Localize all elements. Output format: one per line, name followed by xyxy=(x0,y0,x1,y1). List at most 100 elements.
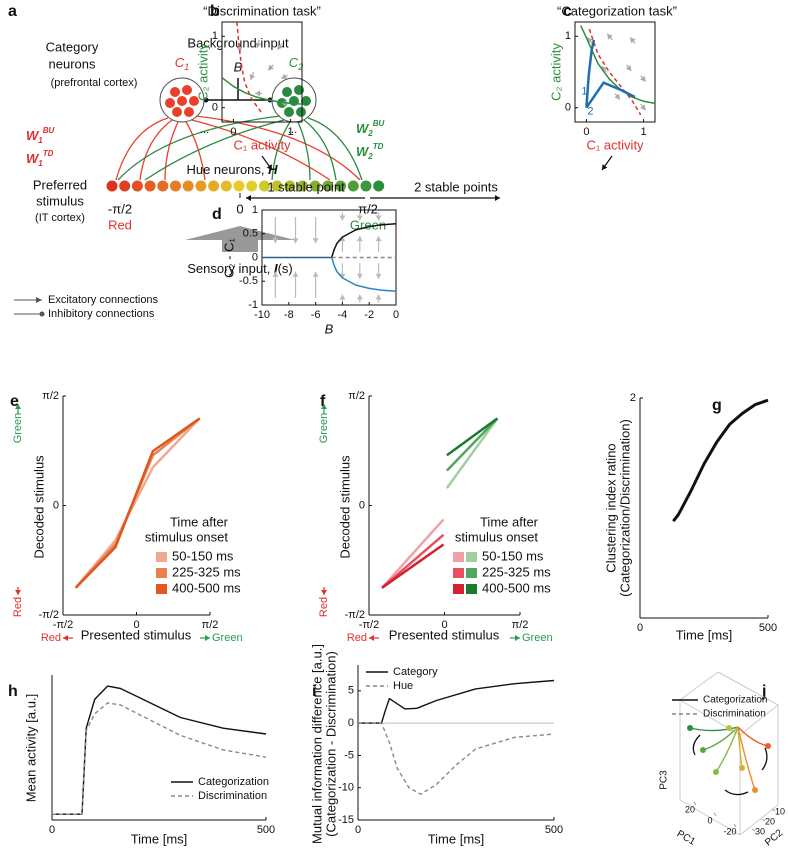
x-tick-label: 1 xyxy=(641,126,647,138)
x-tick-label: -6 xyxy=(311,309,321,321)
series-line xyxy=(580,25,656,105)
trajectory xyxy=(715,726,739,773)
label: 1 xyxy=(38,136,43,145)
x-tick-label: -4 xyxy=(338,309,348,321)
arrow-head xyxy=(607,33,613,40)
label: -π/2 xyxy=(108,201,132,216)
legend-swatch xyxy=(466,584,477,595)
label: (IT cortex) xyxy=(35,212,85,224)
arrow-head xyxy=(375,273,382,279)
x-tick-label: π/2 xyxy=(512,619,529,631)
annotation: 1 stable point xyxy=(267,179,345,194)
hue-neuron xyxy=(271,180,283,192)
x-tick xyxy=(713,812,717,817)
arrow-head xyxy=(15,590,21,595)
trajectory-end xyxy=(739,765,745,771)
label: π/2 xyxy=(358,201,378,216)
legend-title: Time after xyxy=(170,514,229,529)
hue-neuron xyxy=(347,180,359,192)
panel-letter: j xyxy=(761,683,766,700)
arrow-head xyxy=(495,195,500,201)
arrow-head xyxy=(614,93,620,100)
x-axis-label: Presented stimulus xyxy=(81,627,192,642)
arrow-head xyxy=(292,271,299,277)
label: BU xyxy=(43,126,55,135)
series-line xyxy=(585,81,636,109)
trajectory-end xyxy=(765,743,771,749)
x-direction-label: Red xyxy=(347,632,367,644)
arrow-head xyxy=(625,65,632,71)
axis-box xyxy=(717,671,779,706)
hue-neuron xyxy=(195,180,207,192)
weight-labels: W1BU W1TD W2BU W2TD xyxy=(26,119,385,168)
y-tick-label: -1 xyxy=(248,299,258,311)
legend-swatch xyxy=(156,568,167,579)
x-tick-label: 500 xyxy=(759,622,777,634)
x-tick-label: 20 xyxy=(685,804,695,814)
plot-frame xyxy=(574,21,656,123)
legend-label: Inhibitory connections xyxy=(48,308,155,320)
x-tick-label: -2 xyxy=(364,309,374,321)
arrow-head xyxy=(15,404,21,409)
arrow-head xyxy=(63,635,68,641)
legend-marker xyxy=(39,311,45,317)
arrow-head xyxy=(312,271,319,277)
legend-label: Discrimination xyxy=(198,790,267,802)
label: Sensory input, xyxy=(187,261,274,276)
legend-title: stimulus onset xyxy=(145,529,228,544)
label: W xyxy=(356,121,370,136)
arrow-head xyxy=(375,215,382,221)
y-tick-label: π/2 xyxy=(42,390,59,402)
series-line xyxy=(381,518,445,589)
y-tick-label: -10 xyxy=(338,782,354,794)
series-line xyxy=(330,257,397,292)
x-direction-label: Red xyxy=(41,632,61,644)
axis-box xyxy=(679,671,719,701)
label: C2 xyxy=(289,55,303,72)
legend-label: Categorization xyxy=(198,776,269,788)
arrow-head xyxy=(272,271,279,277)
trajectory-end xyxy=(752,787,758,793)
label: I xyxy=(274,261,278,276)
y-tick-label: 20 xyxy=(765,816,775,826)
x-tick-label: 0 xyxy=(133,619,139,631)
y-tick-label: 1 xyxy=(252,204,258,216)
label: Background input xyxy=(187,35,289,50)
y-tick-label: 5 xyxy=(348,685,354,697)
series-line xyxy=(446,417,499,457)
panel-letter: f xyxy=(320,393,326,410)
y-axis-label: Mutual information difference [a.u.] xyxy=(309,644,324,844)
y-tick-label: 0 xyxy=(359,499,365,511)
legend-swatch xyxy=(156,552,167,563)
hue-neuron xyxy=(157,180,169,192)
y-direction-label: Red xyxy=(318,597,330,617)
x-tick-label: 0 xyxy=(230,126,236,138)
arrow-head xyxy=(266,164,272,170)
hue-neuron xyxy=(284,180,296,192)
legend-label: Categorization xyxy=(703,695,767,706)
label: 1 xyxy=(38,159,43,168)
series-line xyxy=(330,223,397,258)
label: Preferred xyxy=(33,177,87,192)
label: C xyxy=(175,55,185,70)
y-direction-label: Green xyxy=(318,413,330,444)
panel-letter: a xyxy=(8,3,17,20)
x-tick-label: -π/2 xyxy=(53,619,73,631)
label: C1 xyxy=(175,55,189,72)
series-line xyxy=(588,28,642,116)
x-tick xyxy=(733,823,737,828)
legend-label: 400-500 ms xyxy=(172,580,241,595)
hue-neuron xyxy=(208,180,220,192)
arrow-head xyxy=(602,164,608,170)
arrow-head xyxy=(339,215,346,221)
x-direction-label: Green xyxy=(522,632,553,644)
x-tick-label: 0 xyxy=(583,126,589,138)
y-tick-label: 0.5 xyxy=(243,228,258,240)
hue-neuron xyxy=(335,180,347,192)
arrow-head xyxy=(356,236,363,242)
x-tick-label: 0 xyxy=(355,824,361,836)
arrow-head xyxy=(255,42,262,49)
flow-arrow xyxy=(724,789,749,796)
